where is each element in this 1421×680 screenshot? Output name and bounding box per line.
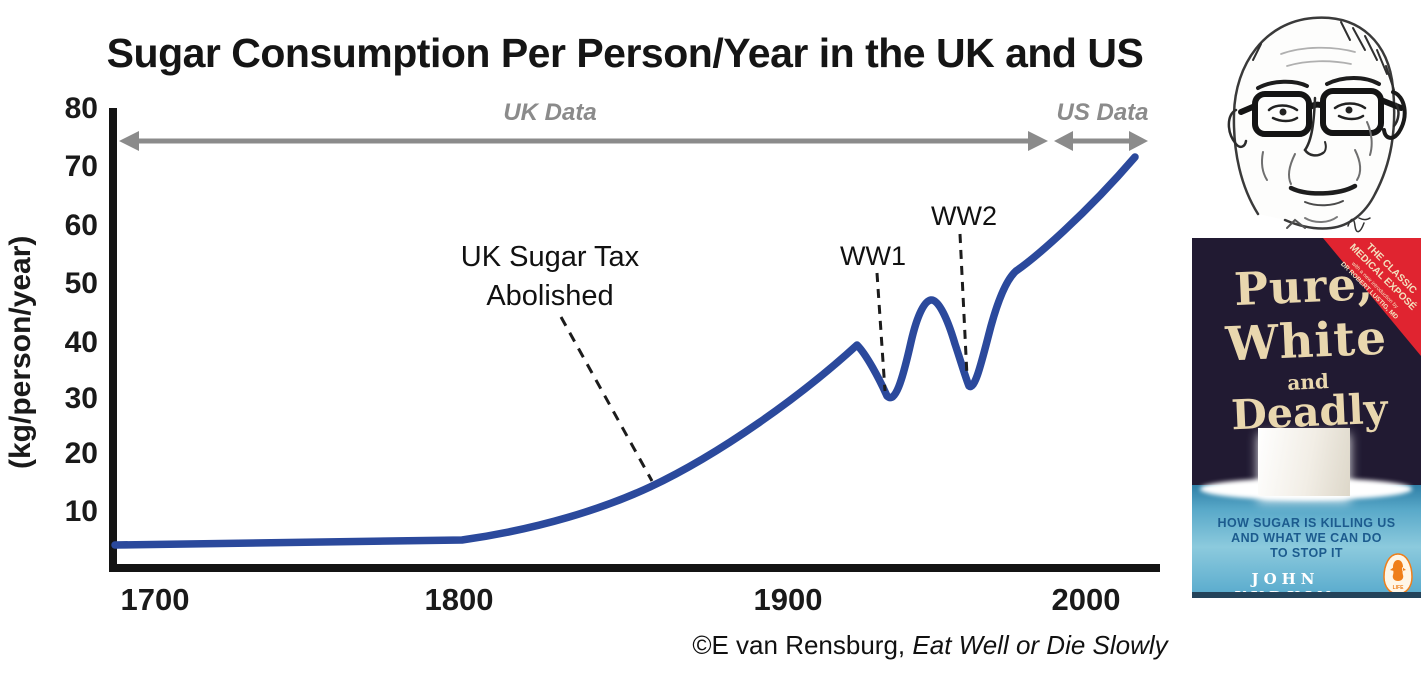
y-tick-70: 70 [64, 150, 98, 183]
sugar-consumption-line [111, 153, 1139, 549]
tax-annotation-line1: UK Sugar Tax [460, 241, 640, 273]
tax-annotation-line2: Abolished [486, 280, 614, 312]
uk-data-range-arrow [119, 131, 1048, 151]
y-tick-20: 20 [64, 437, 98, 470]
ww2-annotation: WW2 [931, 201, 997, 231]
book-cover-pure-white-deadly: THE CLASSIC MEDICAL EXPOSÉ with a new in… [1192, 238, 1421, 598]
book-subtitle-line1: HOW SUGAR IS KILLING US [1217, 516, 1396, 530]
tax-annotation-pointer [559, 316, 654, 482]
book-bottom-edge [1192, 592, 1421, 598]
chart-canvas [109, 108, 1160, 572]
us-data-range-arrow [1054, 131, 1148, 151]
attribution: ©E van Rensburg, Eat Well or Die Slowly [660, 630, 1200, 661]
attribution-prefix: ©E van Rensburg, [692, 630, 913, 660]
attribution-book-title: Eat Well or Die Slowly [912, 630, 1168, 660]
sugar-cube-image [1258, 428, 1350, 496]
y-tick-80: 80 [64, 92, 98, 125]
book-ribbon: THE CLASSIC MEDICAL EXPOSÉ with a new in… [1323, 238, 1421, 356]
ww1-annotation: WW1 [840, 241, 906, 271]
x-tick-2000: 2000 [1051, 582, 1121, 617]
artist-signature [1347, 217, 1371, 233]
x-tick-1700: 1700 [120, 582, 190, 617]
book-title-line4: Deadly [1230, 384, 1389, 440]
x-tick-1800: 1800 [424, 582, 494, 617]
y-axis-title: (kg/person/year) [4, 235, 37, 469]
y-tick-40: 40 [64, 326, 98, 359]
book-title-line2: White [1224, 310, 1389, 373]
book-title: Pure, White and Deadly [1192, 255, 1421, 440]
book-subtitle-line2: AND WHAT WE CAN DO [1231, 531, 1382, 545]
ww1-annotation-pointer [875, 272, 887, 392]
tax-abolished-annotation: UK Sugar Tax Abolished [410, 238, 690, 316]
uk-data-label: UK Data [503, 99, 597, 126]
penguin-life-logo-icon: LIFE [1383, 553, 1413, 595]
book-subtitle-line3: TO STOP IT [1270, 546, 1343, 560]
ribbon-background [1323, 238, 1421, 356]
y-tick-10: 10 [64, 495, 98, 528]
y-tick-30: 30 [64, 382, 98, 415]
penguin-logo-text: LIFE [1393, 585, 1404, 591]
x-tick-1900: 1900 [753, 582, 823, 617]
chart-title: Sugar Consumption Per Person/Year in the… [106, 30, 1144, 76]
book-title-line1: Pure, [1233, 257, 1375, 317]
book-subtitle: HOW SUGAR IS KILLING US AND WHAT WE CAN … [1192, 516, 1421, 561]
glasses-icon [1238, 88, 1404, 137]
arrowhead-right [1028, 131, 1048, 151]
us-data-label: US Data [1056, 99, 1149, 126]
y-tick-50: 50 [64, 267, 98, 300]
book-cover-blue-section [1192, 485, 1421, 598]
arrowhead-left [119, 131, 139, 151]
y-tick-60: 60 [64, 209, 98, 242]
ww2-annotation-pointer [958, 233, 969, 377]
john-yudkin-portrait-sketch [1227, 16, 1407, 233]
arrowhead-right [1129, 131, 1148, 151]
arrowhead-left [1054, 131, 1073, 151]
